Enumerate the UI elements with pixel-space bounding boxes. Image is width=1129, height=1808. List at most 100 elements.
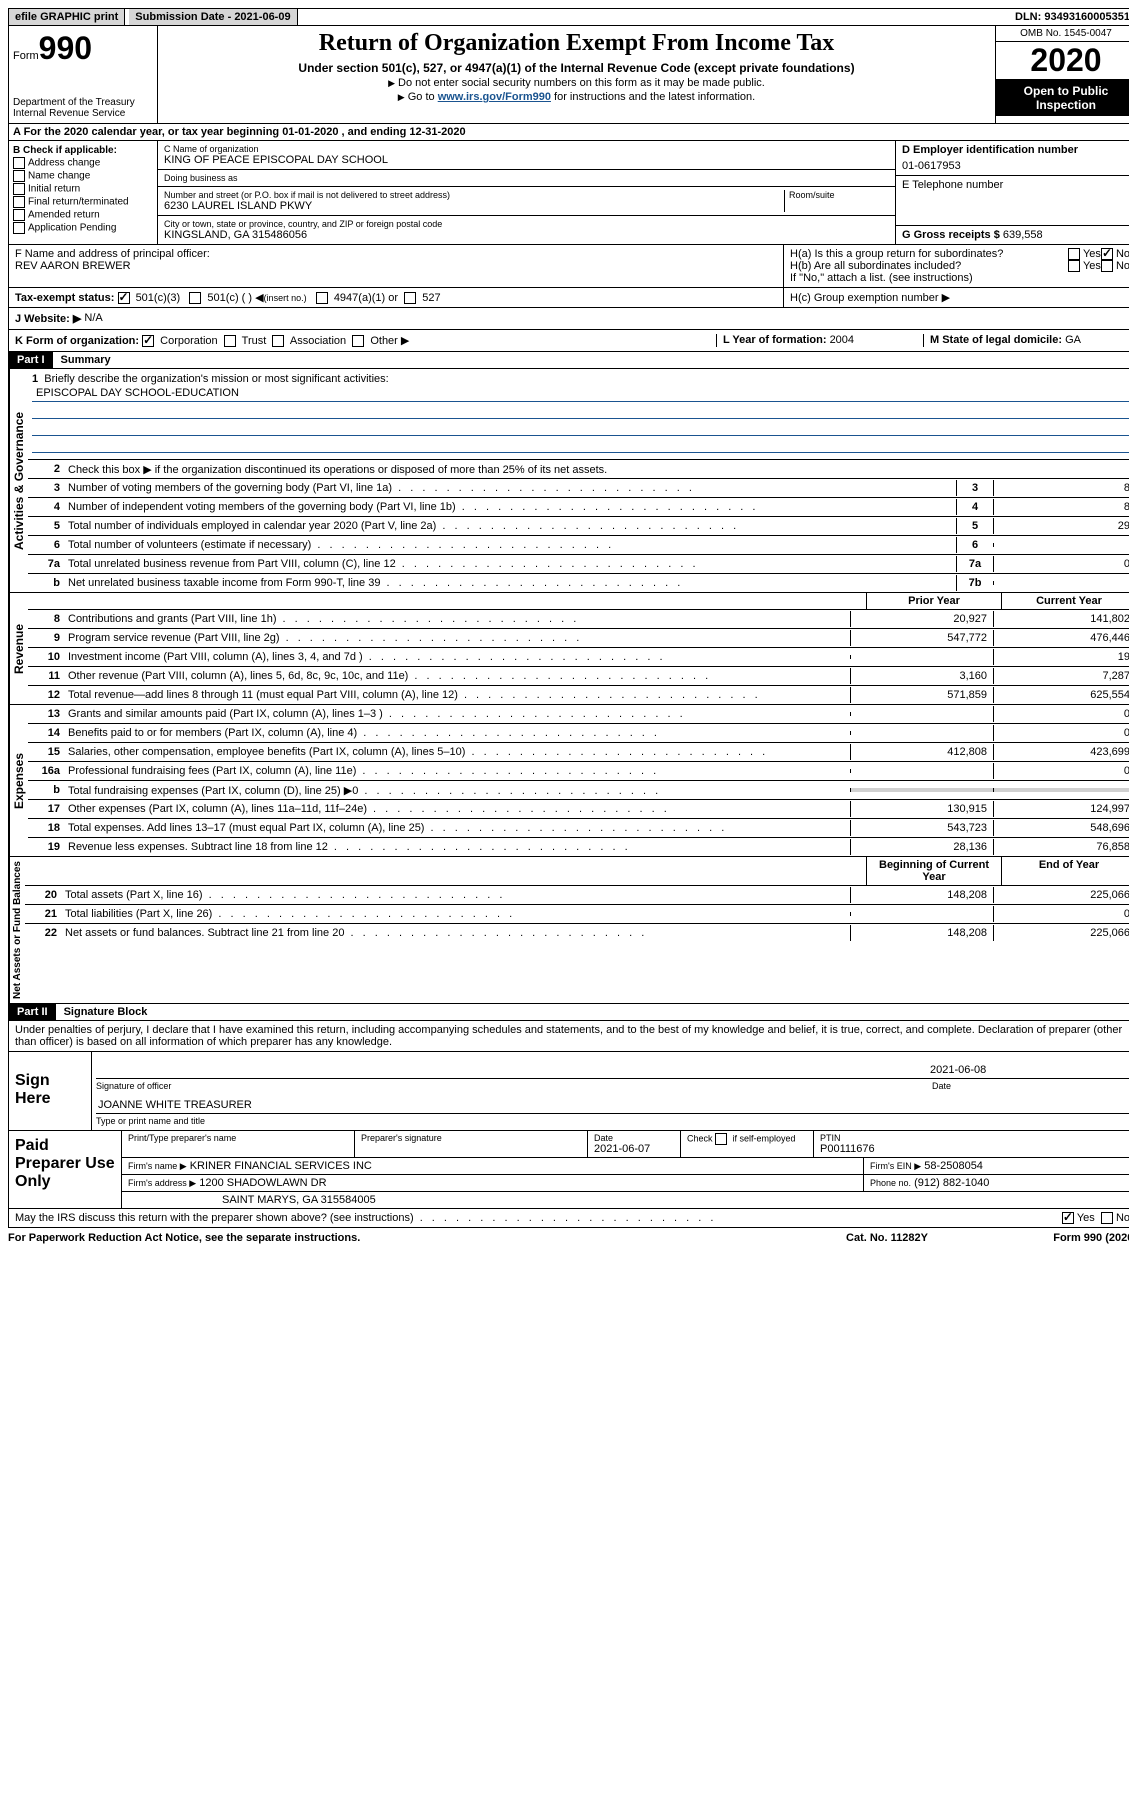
line-text: Program service revenue (Part VIII, line… [64, 630, 850, 646]
dba-label: Doing business as [164, 173, 889, 183]
checkbox-hb-yes[interactable] [1068, 260, 1080, 272]
table-row: 8Contributions and grants (Part VIII, li… [28, 610, 1129, 629]
line-text: Contributions and grants (Part VIII, lin… [64, 611, 850, 627]
checkbox-pending[interactable] [13, 222, 25, 234]
current-val: 225,066 [993, 925, 1129, 941]
form-subtitle: Under section 501(c), 527, or 4947(a)(1)… [162, 61, 991, 75]
firm-addr1: 1200 SHADOWLAWN DR [199, 1177, 326, 1189]
prep-h5: PTIN [820, 1133, 1129, 1143]
table-row: 14Benefits paid to or for members (Part … [28, 724, 1129, 743]
part1-title: Summary [53, 352, 119, 368]
current-val: 76,858 [993, 839, 1129, 855]
lbl-no: No [1116, 248, 1129, 260]
footer-right-form: 990 [1084, 1232, 1102, 1244]
netassets-label: Net Assets or Fund Balances [9, 857, 25, 1003]
current-val: 0 [993, 725, 1129, 741]
line-7a-val: 0 [993, 556, 1129, 572]
line-text: Total fundraising expenses (Part IX, col… [64, 782, 850, 799]
checkbox-final-return[interactable] [13, 196, 25, 208]
box-e-label: E Telephone number [902, 179, 1129, 191]
firm-name-label: Firm's name ▶ [128, 1161, 187, 1171]
city-label: City or town, state or province, country… [164, 219, 889, 229]
current-val: 423,699 [993, 744, 1129, 760]
checkbox-hb-no[interactable] [1101, 260, 1113, 272]
current-val: 124,997 [993, 801, 1129, 817]
gross-receipts: 639,558 [1003, 229, 1043, 241]
instruction-1: Do not enter social security numbers on … [162, 77, 991, 89]
lbl-name-change: Name change [28, 171, 90, 182]
perjury-statement: Under penalties of perjury, I declare th… [8, 1021, 1129, 1052]
form-label: Form [13, 50, 39, 62]
preparer-block: Paid Preparer Use Only Print/Type prepar… [8, 1131, 1129, 1209]
governance-section: Activities & Governance 1 Briefly descri… [8, 369, 1129, 593]
discuss-text: May the IRS discuss this return with the… [15, 1212, 1062, 1224]
mission-text: EPISCOPAL DAY SCHOOL-EDUCATION [32, 387, 1129, 402]
form-header: Form990 Department of the Treasury Inter… [8, 26, 1129, 124]
table-row: 16aProfessional fundraising fees (Part I… [28, 762, 1129, 781]
checkbox-initial-return[interactable] [13, 183, 25, 195]
checkbox-527[interactable] [404, 292, 416, 304]
prior-val [850, 912, 993, 916]
lbl-assoc: Association [290, 335, 346, 347]
checkbox-discuss-no[interactable] [1101, 1212, 1113, 1224]
ha-label: H(a) Is this a group return for subordin… [790, 248, 1068, 260]
footer-left: For Paperwork Reduction Act Notice, see … [8, 1232, 787, 1244]
row-fh: F Name and address of principal officer:… [8, 245, 1129, 288]
prep-date: 2021-06-07 [594, 1143, 674, 1155]
checkbox-assoc[interactable] [272, 335, 284, 347]
omb-number: OMB No. 1545-0047 [996, 26, 1129, 42]
instr2-pre: Go to [408, 91, 438, 103]
checkbox-trust[interactable] [224, 335, 236, 347]
mission-blank3 [32, 438, 1129, 453]
line-6: Total number of volunteers (estimate if … [64, 537, 956, 553]
date-caption: Date [932, 1081, 1129, 1091]
checkbox-501c[interactable] [189, 292, 201, 304]
table-row: 18Total expenses. Add lines 13–17 (must … [28, 819, 1129, 838]
section-a: A For the 2020 calendar year, or tax yea… [8, 124, 1129, 141]
current-val: 7,287 [993, 668, 1129, 684]
table-row: 21Total liabilities (Part X, line 26)0 [25, 905, 1129, 924]
room-label: Room/suite [789, 190, 889, 200]
checkbox-501c3[interactable] [118, 292, 130, 304]
form-number: Form990 [13, 30, 153, 67]
prior-val: 148,208 [850, 925, 993, 941]
box-b: B Check if applicable: Address change Na… [9, 141, 158, 244]
prior-val: 148,208 [850, 887, 993, 903]
table-row: 10Investment income (Part VIII, column (… [28, 648, 1129, 667]
expenses-label: Expenses [9, 705, 28, 856]
irs-link[interactable]: www.irs.gov/Form990 [438, 91, 551, 103]
lbl-other: Other ▶ [370, 335, 409, 347]
line-5: Total number of individuals employed in … [64, 518, 956, 534]
checkbox-ha-yes[interactable] [1068, 248, 1080, 260]
line-text: Revenue less expenses. Subtract line 18 … [64, 839, 850, 855]
line-5-val: 29 [993, 518, 1129, 534]
line-text: Grants and similar amounts paid (Part IX… [64, 706, 850, 722]
mission-blank1 [32, 404, 1129, 419]
col-beg: Beginning of Current Year [866, 857, 1001, 885]
checkbox-corp[interactable] [142, 335, 154, 347]
checkbox-ha-no[interactable] [1101, 248, 1113, 260]
efile-button[interactable]: efile GRAPHIC print [9, 9, 125, 25]
current-val: 19 [993, 649, 1129, 665]
checkbox-other[interactable] [352, 335, 364, 347]
line-7b: Net unrelated business taxable income fr… [64, 575, 956, 591]
checkbox-4947[interactable] [316, 292, 328, 304]
lbl-501c3: 501(c)(3) [136, 292, 181, 304]
instr2-post: for instructions and the latest informat… [551, 91, 755, 103]
box-d-label: D Employer identification number [902, 144, 1129, 156]
preparer-label: Paid Preparer Use Only [9, 1131, 122, 1208]
checkbox-self-employed[interactable] [715, 1133, 727, 1145]
prior-val [850, 655, 993, 659]
checkbox-amended[interactable] [13, 209, 25, 221]
checkbox-discuss-yes[interactable] [1062, 1212, 1074, 1224]
line-text: Total liabilities (Part X, line 26) [61, 906, 850, 922]
checkbox-address-change[interactable] [13, 157, 25, 169]
signer-name: JOANNE WHITE TREASURER [96, 1097, 1129, 1113]
line-3: Number of voting members of the governin… [64, 480, 956, 496]
prep-h3: Date [594, 1133, 674, 1143]
checkbox-name-change[interactable] [13, 170, 25, 182]
lbl-corp: Corporation [160, 335, 217, 347]
row-tax-hc: Tax-exempt status: 501(c)(3) 501(c) ( ) … [8, 288, 1129, 308]
line-4-val: 8 [993, 499, 1129, 515]
instruction-2: Go to www.irs.gov/Form990 for instructio… [162, 91, 991, 103]
